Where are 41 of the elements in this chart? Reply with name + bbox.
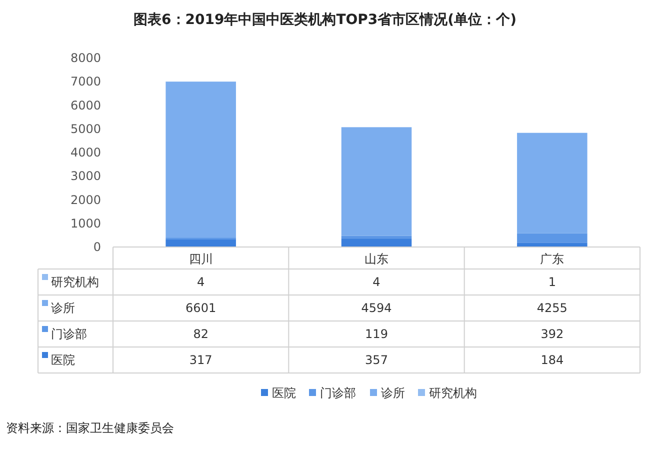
y-tick-label: 5000: [70, 122, 101, 136]
bar: [517, 242, 588, 247]
data-label: 4255: [536, 301, 568, 315]
y-tick-label: 8000: [70, 51, 101, 65]
data-label: 184: [540, 353, 564, 367]
data-label: 357: [365, 353, 388, 367]
data-label: 119: [365, 327, 388, 341]
data-label: 4: [197, 275, 205, 289]
legend-label: 医院: [272, 386, 296, 400]
bar: [341, 127, 412, 236]
data-label: 317: [189, 353, 212, 367]
y-tick-label: 3000: [70, 169, 101, 184]
y-tick-label: 6000: [70, 98, 101, 112]
x-tick-label: 山东: [364, 252, 388, 266]
chart-title: 图表6：2019年中国中医类机构TOP3省市区情况(单位：个): [134, 11, 516, 28]
legend-label: 诊所: [51, 301, 75, 315]
text: 资料来源：国家卫生健康委员会: [6, 421, 174, 435]
data-label: 1: [548, 275, 556, 289]
y-tick-label: 1000: [70, 216, 101, 230]
bar: [341, 238, 412, 247]
text: 诊所: [381, 386, 405, 400]
legend-label: 研究机构: [51, 275, 99, 289]
x-tick-label: 广东: [540, 252, 564, 266]
legend-label: 门诊部: [51, 327, 87, 341]
data-label: 4: [372, 275, 380, 289]
y-tick-label: 2000: [70, 192, 101, 207]
data-label: 392: [540, 327, 564, 341]
x-tick-label: 四川: [188, 252, 213, 266]
text: 研究机构: [429, 386, 477, 400]
bar: [166, 240, 236, 247]
y-tick-label: 7000: [70, 74, 101, 89]
text: 医院: [51, 353, 75, 367]
bar: [166, 82, 236, 238]
bar: [517, 132, 588, 234]
y-tick-label: 4000: [70, 146, 101, 160]
bar: [517, 233, 588, 243]
y-tick-label: 0: [93, 240, 101, 254]
data-label: 6601: [186, 301, 216, 315]
data-label: 4594: [361, 301, 392, 315]
text: 门诊部: [320, 386, 356, 400]
data-label: 82: [193, 327, 208, 341]
